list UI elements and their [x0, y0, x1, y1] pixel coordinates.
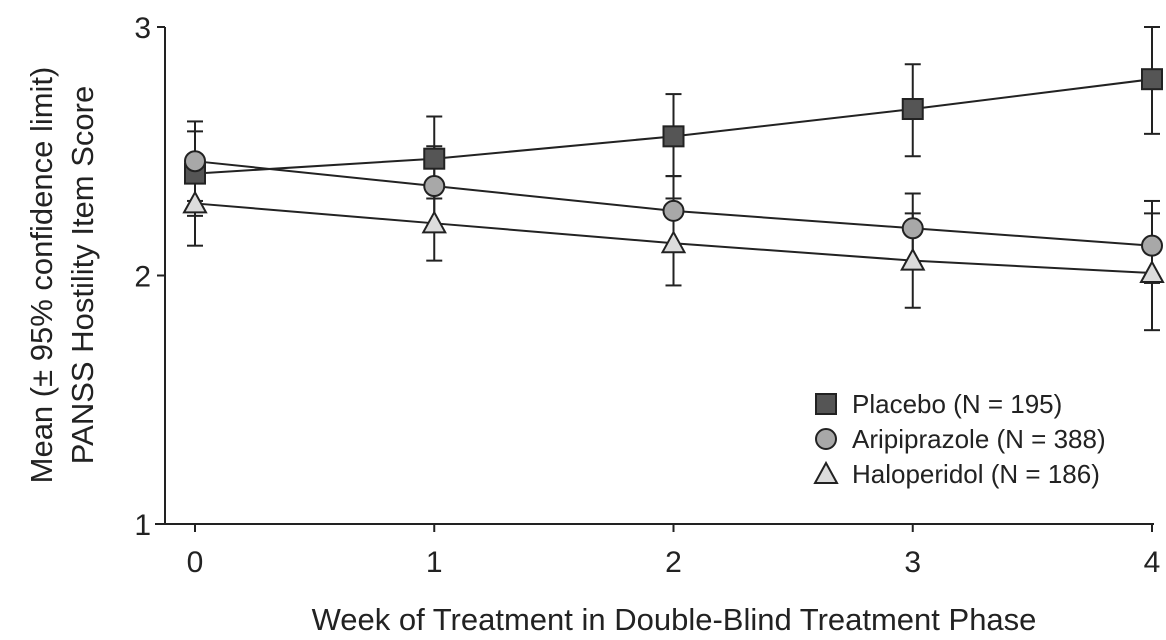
data-point-aripiprazole-marker	[1141, 234, 1163, 257]
x-tick-label: 4	[1144, 546, 1161, 579]
data-point-haloperidol-marker	[1139, 259, 1165, 284]
x-tick-label: 0	[187, 546, 204, 579]
data-point-aripiprazole-marker	[662, 199, 685, 222]
legend-label-haloperidol: Haloperidol (N = 186)	[852, 459, 1100, 489]
series-points-placebo	[184, 68, 1163, 185]
x-tick-label: 3	[904, 546, 921, 579]
legend-placebo-marker	[815, 393, 837, 415]
x-tick-label: 2	[665, 546, 682, 579]
data-point-haloperidol-marker	[421, 210, 447, 234]
data-point-placebo-marker	[1141, 68, 1163, 91]
x-tick-label: 1	[426, 546, 443, 579]
data-point-haloperidol-marker	[660, 230, 687, 254]
data-point-aripiprazole-marker	[423, 175, 446, 198]
data-point-aripiprazole-marker	[901, 217, 924, 240]
data-point-placebo-marker	[901, 98, 924, 121]
x-ticks: 0 1 2 3 4	[187, 524, 1161, 579]
data-point-haloperidol-marker	[900, 247, 926, 271]
data-point-placebo-marker	[423, 147, 446, 170]
legend-label-placebo: Placebo (N = 195)	[852, 389, 1062, 419]
data-point-placebo-marker	[662, 125, 685, 148]
y-axis-title-line2: PANSS Hostility Item Score	[65, 86, 100, 464]
data-point-aripiprazole-marker	[184, 150, 206, 173]
data-point-haloperidol-marker	[182, 190, 208, 214]
y-tick-label: 2	[134, 261, 151, 294]
series-points-aripiprazole	[184, 150, 1163, 257]
legend-aripiprazole-marker	[815, 428, 837, 450]
y-axis-title-line1: Mean (± 95% confidence limit)	[24, 67, 59, 484]
y-ticks: 1 2 3	[134, 12, 165, 542]
y-tick-label: 3	[134, 12, 151, 45]
legend-label-aripiprazole: Aripiprazole (N = 388)	[852, 424, 1106, 454]
series-points-haloperidol	[182, 190, 1165, 284]
y-tick-label: 1	[134, 509, 151, 542]
legend-haloperidol-marker	[813, 460, 839, 484]
x-axis-title: Week of Treatment in Double-Blind Treatm…	[312, 602, 1037, 637]
legend: Placebo (N = 195) Aripiprazole (N = 388) H…	[813, 389, 1106, 489]
series-layer	[182, 26, 1165, 332]
